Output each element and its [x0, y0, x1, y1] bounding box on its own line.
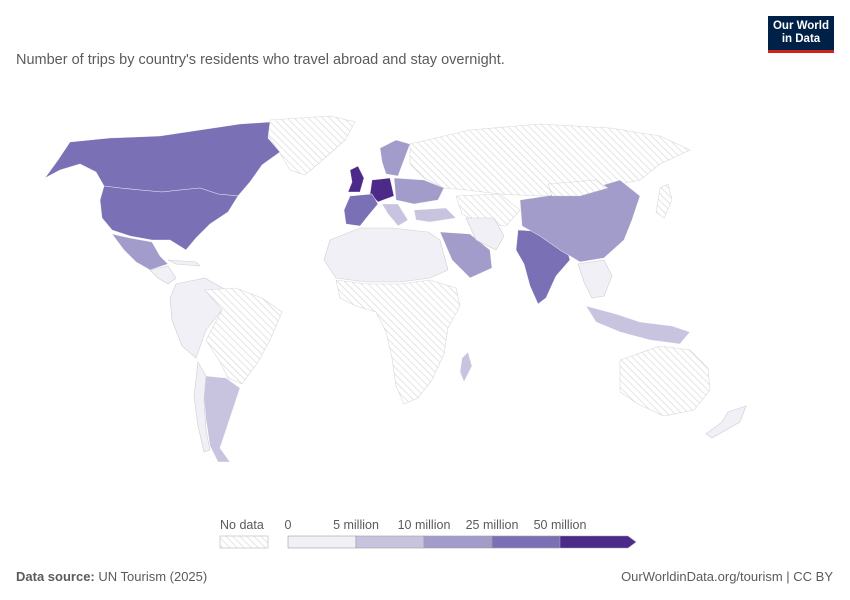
legend-bin-label: 5 million: [333, 518, 379, 532]
region-north-africa[interactable]: [323, 227, 449, 283]
region-australia[interactable]: [619, 345, 711, 417]
region-germany[interactable]: [369, 177, 395, 203]
region-eastern-europe[interactable]: [393, 177, 445, 205]
logo-line-2: in Data: [781, 33, 821, 45]
region-new-zealand[interactable]: [705, 405, 747, 439]
region-argentina[interactable]: [203, 375, 241, 463]
source-value: UN Tourism (2025): [98, 569, 208, 584]
source-label: Data source:: [16, 569, 95, 584]
region-france-spain[interactable]: [343, 193, 379, 227]
region-sub-saharan-africa[interactable]: [335, 279, 461, 405]
region-scandinavia[interactable]: [379, 139, 411, 177]
legend-bin-swatch[interactable]: [355, 535, 425, 549]
legend-bin-swatch[interactable]: [559, 535, 637, 549]
region-indonesia[interactable]: [585, 305, 691, 345]
footer-url[interactable]: OurWorldinData.org/tourism | CC BY: [621, 569, 833, 584]
region-mongolia[interactable]: [547, 179, 609, 197]
region-japan[interactable]: [655, 183, 673, 219]
region-central-america[interactable]: [149, 259, 201, 285]
region-united-states[interactable]: [99, 185, 239, 251]
footer-source: Data source: UN Tourism (2025): [16, 569, 207, 584]
region-italy-balkans[interactable]: [381, 203, 409, 227]
region-saudi-arabia[interactable]: [439, 231, 493, 279]
region-southeast-asia[interactable]: [577, 259, 613, 299]
legend-bin-swatch[interactable]: [287, 535, 357, 549]
legend-bin-swatch[interactable]: [491, 535, 561, 549]
region-uk[interactable]: [347, 165, 365, 193]
legend-bin-label: 25 million: [466, 518, 519, 532]
logo-line-1: Our World: [772, 20, 829, 32]
region-mexico[interactable]: [111, 233, 169, 271]
legend-no-data-swatch: [219, 535, 269, 549]
legend-bin-label: 10 million: [398, 518, 451, 532]
region-madagascar[interactable]: [459, 351, 473, 383]
region-turkey[interactable]: [413, 207, 457, 223]
legend-bin-swatch[interactable]: [423, 535, 493, 549]
region-iran[interactable]: [465, 217, 505, 251]
region-canada[interactable]: [44, 121, 281, 197]
legend-bin-label: 50 million: [534, 518, 587, 532]
legend-bin-label: 0: [285, 518, 292, 532]
region-greenland[interactable]: [267, 115, 356, 176]
owid-logo[interactable]: Our World in Data: [768, 16, 834, 53]
chart-subtitle: Number of trips by country's residents w…: [16, 52, 505, 68]
region-chile[interactable]: [193, 361, 211, 453]
region-brazil[interactable]: [204, 287, 283, 385]
world-map: [44, 115, 747, 463]
legend-no-data-label: No data: [220, 518, 264, 532]
